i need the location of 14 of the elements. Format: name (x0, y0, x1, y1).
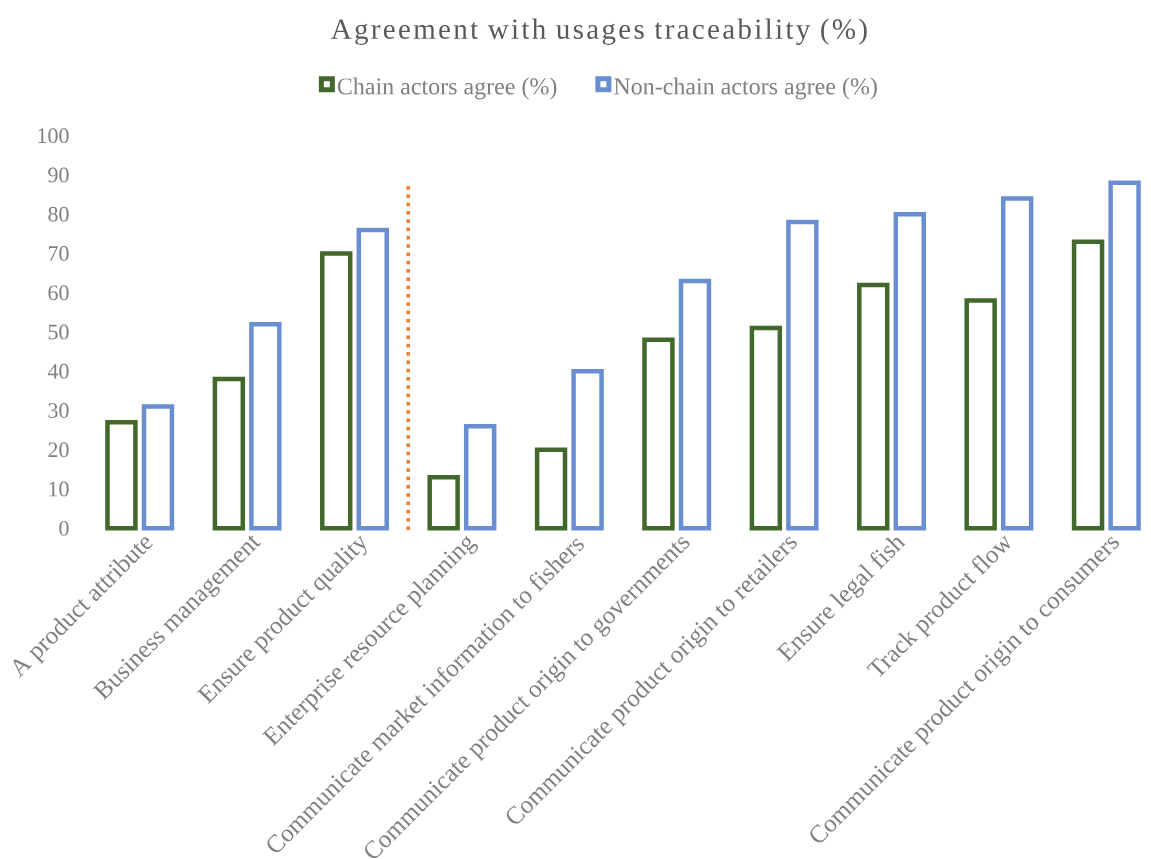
y-tick-label: 90 (48, 167, 69, 183)
y-tick-label: 50 (48, 324, 69, 340)
y-tick-label: 100 (38, 128, 69, 144)
y-tick-label: 40 (47, 363, 69, 379)
y-tick-label: 80 (48, 206, 69, 222)
legend-label: Non-chain actors agree (%) (614, 77, 877, 100)
y-tick-label: 10 (49, 481, 69, 497)
y-tick-label: 70 (48, 246, 69, 261)
chart-title: Agreement with usages traceability (%) (331, 18, 867, 45)
y-tick-label: 30 (48, 403, 69, 418)
y-tick-label: 60 (48, 285, 69, 301)
legend-label: Chain actors agree (%) (337, 77, 557, 100)
y-tick-label: 20 (48, 442, 69, 458)
y-tick-label: 0 (59, 520, 69, 536)
